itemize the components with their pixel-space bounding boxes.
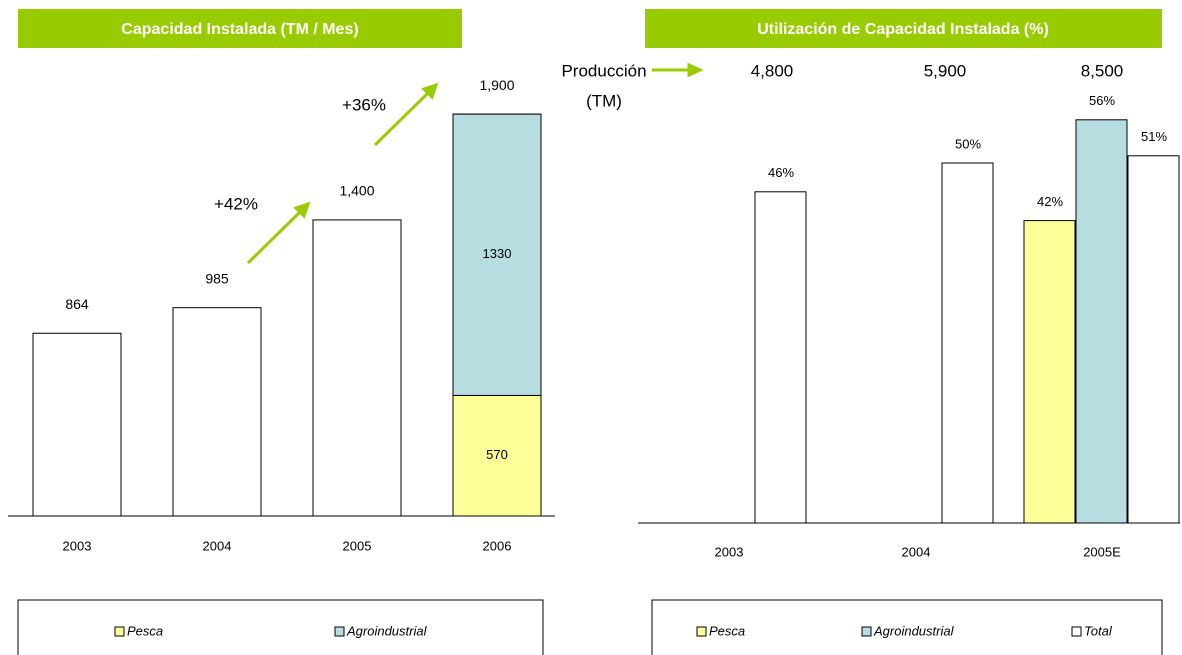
- legend-label: Total: [1084, 623, 1113, 638]
- arrows: [246, 62, 704, 265]
- annotation: +36%: [342, 95, 386, 114]
- bar: [172, 307, 262, 517]
- bar: [1023, 220, 1076, 524]
- value-label: 50%: [955, 136, 981, 151]
- x-tick-label: 2003: [715, 544, 744, 559]
- value-label: 864: [65, 296, 89, 312]
- x-tick-label: 2004: [203, 538, 232, 553]
- legend-box: [17, 599, 544, 655]
- value-label: 46%: [768, 165, 794, 180]
- title-bar: [18, 9, 462, 48]
- legend-swatch: [696, 626, 707, 637]
- bar: [312, 219, 402, 517]
- x-tick-label: 2004: [902, 544, 931, 559]
- bar: [754, 191, 807, 524]
- legend-label: Agroindustrial: [873, 623, 955, 638]
- value-label: 985: [205, 270, 229, 286]
- legend-label: Pesca: [127, 623, 163, 638]
- chart-title: Capacidad Instalada (TM / Mes): [121, 21, 358, 38]
- bar: [1127, 155, 1180, 524]
- legend-swatch: [114, 626, 125, 637]
- legend-swatch: [334, 626, 345, 637]
- bar-segment: [452, 394, 542, 517]
- segment-label: 570: [486, 447, 508, 462]
- x-tick-label: 2003: [63, 538, 92, 553]
- segment-label: 1330: [483, 246, 512, 261]
- bar-segment: [452, 113, 542, 396]
- x-tick-label: 2006: [483, 538, 512, 553]
- chart-title: Utilización de Capacidad Instalada (%): [757, 21, 1049, 38]
- production-value: 4,800: [751, 61, 794, 80]
- production-value: 8,500: [1081, 61, 1124, 80]
- legend-label: Pesca: [709, 623, 745, 638]
- x-tick-label: 2005: [343, 538, 372, 553]
- legend-swatch: [861, 626, 872, 637]
- title-bar: [645, 9, 1162, 48]
- value-label: 1,400: [339, 183, 374, 199]
- value-label: 51%: [1141, 129, 1167, 144]
- annotation: +42%: [214, 194, 258, 213]
- value-label: 56%: [1089, 93, 1115, 108]
- bar: [1075, 119, 1128, 524]
- value-label: 1,900: [479, 77, 514, 93]
- bar: [32, 332, 122, 517]
- x-tick-label: 2005E: [1083, 544, 1121, 559]
- legend-label: Agroindustrial: [346, 623, 428, 638]
- production-label: (TM): [586, 91, 622, 110]
- production-value: 5,900: [924, 61, 967, 80]
- production-label: Producción: [561, 61, 646, 80]
- bar: [941, 162, 994, 524]
- legend-swatch: [1071, 626, 1082, 637]
- value-label: 42%: [1037, 194, 1063, 209]
